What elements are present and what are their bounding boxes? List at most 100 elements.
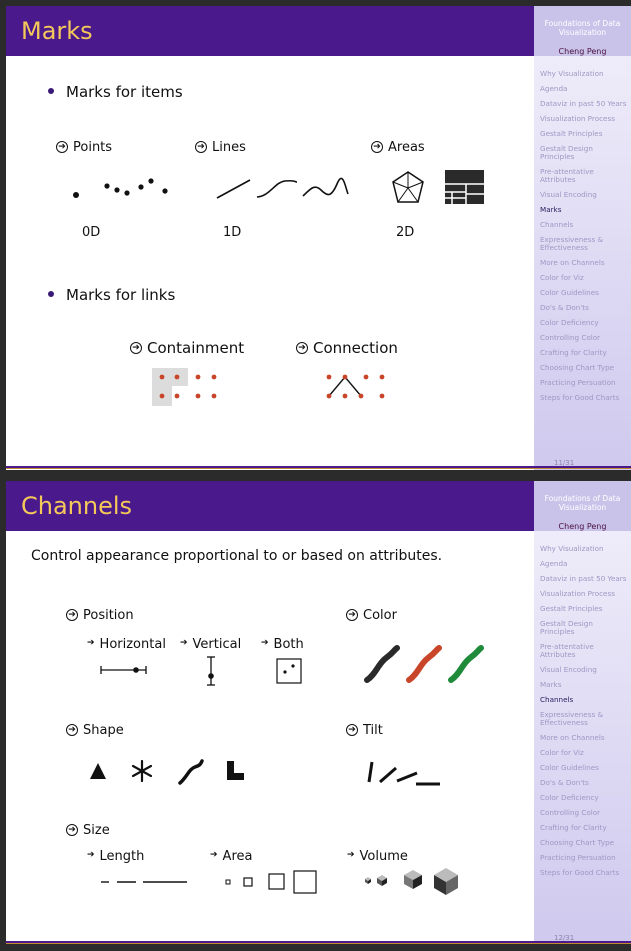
nav-item[interactable]: Dataviz in past 50 Years bbox=[540, 99, 627, 108]
position-label: Position bbox=[83, 608, 134, 623]
cube-xs bbox=[365, 877, 371, 884]
containment-label: Containment bbox=[147, 339, 245, 357]
arrow-circle-icon: ➔ bbox=[346, 723, 358, 736]
nav-item[interactable]: Steps for Good Charts bbox=[540, 868, 620, 877]
nav-item[interactable]: Steps for Good Charts bbox=[540, 393, 620, 402]
horizontal-label: Horizontal bbox=[99, 637, 166, 652]
length-label: Length bbox=[99, 849, 145, 864]
bullet-text: Marks for items bbox=[66, 83, 183, 101]
nav-item[interactable]: More on Channels bbox=[540, 733, 605, 742]
nav-item[interactable]: Pre-attentative Attributes bbox=[540, 642, 594, 659]
nav-item[interactable]: Do's & Don'ts bbox=[540, 303, 589, 312]
course-title[interactable]: Foundations of Data Visualization bbox=[544, 494, 621, 512]
horizontal-position-illustration bbox=[100, 666, 147, 674]
nav-item[interactable]: Expressiveness & Effectiveness bbox=[540, 710, 604, 727]
nav-item[interactable]: Gestalt Principles bbox=[540, 129, 603, 138]
nav-item[interactable]: Gestalt Principles bbox=[540, 604, 603, 613]
horizontal-heading: ➔ Horizontal bbox=[87, 637, 166, 652]
nav-item[interactable]: Pre-attentative Attributes bbox=[540, 167, 594, 184]
vertical-heading: ➔ Vertical bbox=[180, 637, 241, 652]
bottom-rule-gold bbox=[6, 943, 631, 944]
nav-item[interactable]: Crafting for Clarity bbox=[540, 823, 607, 832]
nav-item[interactable]: Agenda bbox=[540, 559, 568, 568]
triangle-shape bbox=[90, 763, 106, 779]
length-illustration bbox=[101, 881, 187, 883]
nav-item[interactable]: Color for Viz bbox=[540, 273, 584, 282]
vertical-label: Vertical bbox=[192, 637, 242, 652]
nav-item[interactable]: Why Visualization bbox=[540, 544, 604, 553]
shape-heading: ➔ Shape bbox=[66, 723, 124, 738]
nav-item[interactable]: Why Visualization bbox=[540, 69, 604, 78]
cube-l bbox=[434, 868, 458, 895]
bullet-dot bbox=[48, 290, 54, 297]
bottom-rule-gold bbox=[6, 468, 631, 469]
nav-item[interactable]: More on Channels bbox=[540, 258, 605, 267]
nav-item[interactable]: Agenda bbox=[540, 84, 568, 93]
title-bar: Marks bbox=[6, 6, 534, 56]
color-label: Color bbox=[363, 608, 397, 623]
nav-item[interactable]: Visual Encoding bbox=[540, 190, 597, 199]
nav-item[interactable]: Do's & Don'ts bbox=[540, 778, 589, 787]
nav-item[interactable]: Marks bbox=[540, 680, 562, 689]
length-heading: ➔ Length bbox=[87, 849, 144, 864]
arrow-circle-icon: ➔ bbox=[130, 341, 142, 354]
arrow-icon: ➔ bbox=[180, 637, 188, 648]
page-number: 12/31 bbox=[554, 934, 575, 942]
nav-item[interactable]: Visualization Process bbox=[540, 589, 615, 598]
title-bar: Channels bbox=[6, 481, 534, 531]
nav-item-current[interactable]: Channels bbox=[540, 695, 574, 704]
nav-item[interactable]: Visual Encoding bbox=[540, 665, 597, 674]
l-shape bbox=[227, 761, 244, 780]
nav-item[interactable]: Color Deficiency bbox=[540, 318, 599, 327]
arrow-icon: ➔ bbox=[210, 849, 218, 860]
author-name: Cheng Peng bbox=[558, 522, 607, 531]
areas-heading: ➔ Areas bbox=[371, 140, 425, 155]
nav-item[interactable]: Color Guidelines bbox=[540, 763, 599, 772]
nav-item[interactable]: Gestalt Design Principles bbox=[540, 619, 593, 636]
tilt-label: Tilt bbox=[363, 723, 383, 738]
dim-0d: 0D bbox=[82, 225, 101, 240]
arrow-icon: ➔ bbox=[87, 849, 95, 860]
intro-text: Control appearance proportional to or ba… bbox=[31, 548, 443, 564]
color-swatch-green bbox=[448, 645, 484, 683]
nav-item[interactable]: Practicing Persuation bbox=[540, 378, 616, 387]
slide-marks: Marks Foundations of Data Visualization … bbox=[6, 6, 631, 470]
nav-item[interactable]: Color Deficiency bbox=[540, 793, 599, 802]
nav-item[interactable]: Visualization Process bbox=[540, 114, 615, 123]
nav-item[interactable]: Crafting for Clarity bbox=[540, 348, 607, 357]
nav-item[interactable]: Expressiveness & Effectiveness bbox=[540, 235, 604, 252]
connection-label: Connection bbox=[313, 339, 398, 357]
course-title[interactable]: Foundations of Data Visualization bbox=[544, 19, 621, 37]
color-heading: ➔ Color bbox=[346, 608, 397, 623]
points-mark-illustration bbox=[73, 178, 168, 198]
arrow-circle-icon: ➔ bbox=[66, 823, 78, 836]
bullet-marks-links: Marks for links bbox=[48, 286, 175, 304]
author-name: Cheng Peng bbox=[558, 47, 607, 56]
bottom-rule bbox=[6, 466, 631, 468]
area-illustration bbox=[225, 870, 317, 894]
nav-item[interactable]: Color Guidelines bbox=[540, 288, 599, 297]
arrow-circle-icon: ➔ bbox=[371, 140, 383, 153]
asterisk-shape bbox=[131, 759, 153, 783]
nav-item[interactable]: Choosing Chart Type bbox=[540, 363, 615, 372]
nav-item-current[interactable]: Marks bbox=[540, 205, 562, 214]
nav-item[interactable]: Gestalt Design Principles bbox=[540, 144, 593, 161]
containment-illustration bbox=[152, 368, 217, 406]
bullet-text: Marks for links bbox=[66, 286, 176, 304]
tilt-illustration bbox=[367, 761, 440, 786]
both-label: Both bbox=[273, 637, 304, 652]
nav-item[interactable]: Controlling Color bbox=[540, 808, 601, 817]
nav-item[interactable]: Practicing Persuation bbox=[540, 853, 616, 862]
bullet-marks-items: Marks for items bbox=[48, 83, 183, 101]
cube-m bbox=[404, 870, 422, 889]
nav-item[interactable]: Choosing Chart Type bbox=[540, 838, 615, 847]
nav-item[interactable]: Dataviz in past 50 Years bbox=[540, 574, 627, 583]
arrow-circle-icon: ➔ bbox=[56, 140, 68, 153]
lines-heading: ➔ Lines bbox=[195, 140, 246, 155]
nav-item[interactable]: Color for Viz bbox=[540, 748, 584, 757]
page-number: 11/31 bbox=[554, 459, 575, 467]
nav-item[interactable]: Channels bbox=[540, 220, 574, 229]
arrow-icon: ➔ bbox=[261, 637, 269, 648]
shape-label: Shape bbox=[83, 723, 124, 738]
nav-item[interactable]: Controlling Color bbox=[540, 333, 601, 342]
